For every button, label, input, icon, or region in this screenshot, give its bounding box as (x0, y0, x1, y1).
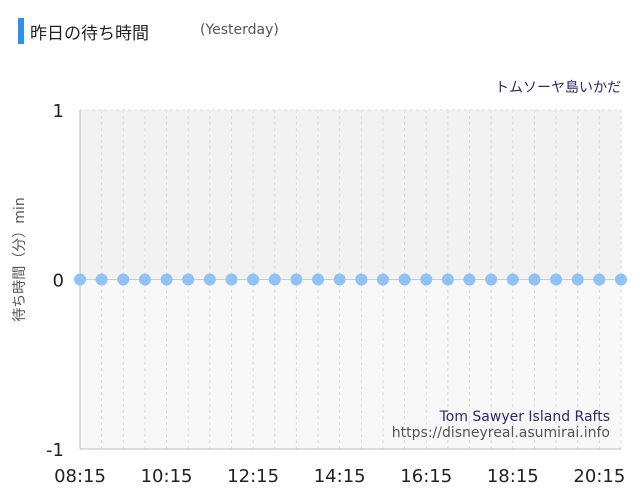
x-tick-label: 14:15 (314, 466, 366, 487)
title-accent-bar (18, 18, 24, 44)
chart-header: 昨日の待ち時間 (18, 18, 149, 44)
x-tick-label: 16:15 (400, 466, 452, 487)
y-ticks: 1 0 -1 (46, 101, 64, 461)
plot-band-upper (80, 110, 621, 280)
data-point (333, 273, 346, 286)
plot-band-lower (80, 279, 621, 449)
data-point (203, 273, 216, 286)
attraction-name: トムソーヤ島いかだ (495, 80, 621, 96)
data-point (95, 273, 108, 286)
data-point (463, 273, 476, 286)
y-tick-label: 1 (53, 101, 64, 122)
y-tick-label: -1 (46, 440, 64, 461)
data-point (571, 273, 584, 286)
data-point (312, 273, 325, 286)
data-point (355, 273, 368, 286)
data-point (420, 273, 433, 286)
data-point (160, 273, 173, 286)
data-point (550, 273, 563, 286)
chart-title: 昨日の待ち時間 (30, 23, 149, 44)
data-point (268, 273, 281, 286)
data-point (593, 273, 606, 286)
x-tick-label: 10:15 (141, 466, 193, 487)
data-point (485, 273, 498, 286)
x-tick-label: 18:15 (487, 466, 539, 487)
x-tick-label: 20:15 (573, 466, 625, 487)
watermark-name: Tom Sawyer Island Rafts (439, 409, 610, 425)
data-point (615, 273, 627, 286)
data-point (117, 273, 130, 286)
data-point (247, 273, 260, 286)
y-tick-label: 0 (53, 271, 64, 292)
data-point (441, 273, 454, 286)
x-tick-label: 12:15 (227, 466, 279, 487)
x-tick-label: 08:15 (54, 466, 106, 487)
data-point (182, 273, 195, 286)
data-point (225, 273, 238, 286)
data-point (74, 273, 86, 286)
x-ticks: 08:15 10:15 12:15 14:15 16:15 18:15 20:15 (54, 466, 625, 487)
data-point (138, 273, 151, 286)
data-point (376, 273, 389, 286)
data-point (528, 273, 541, 286)
data-point (290, 273, 303, 286)
y-axis-label: 待ち時間（分）min (12, 197, 28, 321)
chart-subtitle: (Yesterday) (200, 22, 279, 38)
data-point (398, 273, 411, 286)
data-point (506, 273, 519, 286)
data-points (74, 273, 627, 286)
watermark-url: https://disneyreal.asumirai.info (392, 425, 610, 441)
